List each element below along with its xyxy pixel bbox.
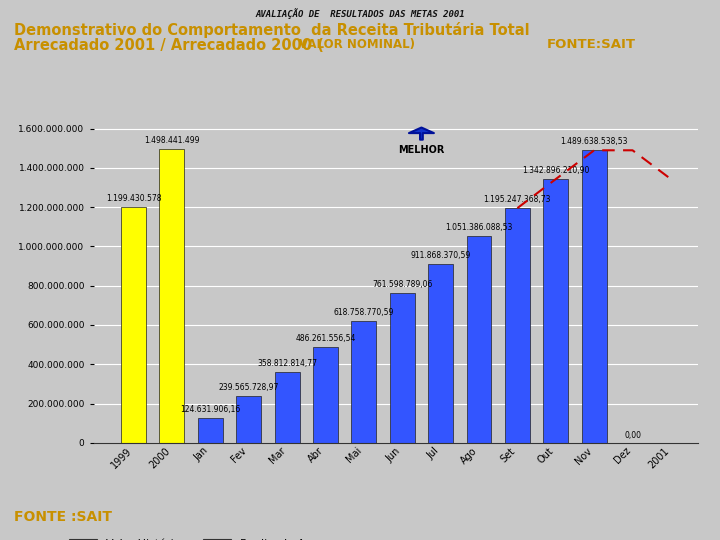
- Bar: [351, 321, 377, 443]
- Text: AVALIAÇÃO DE  RESULTADOS DAS METAS 2001: AVALIAÇÃO DE RESULTADOS DAS METAS 2001: [255, 8, 465, 19]
- Text: 239.565.728,97: 239.565.728,97: [219, 383, 279, 392]
- Bar: [159, 148, 184, 443]
- Text: FONTE:SAIT: FONTE:SAIT: [547, 38, 636, 51]
- Text: 1.489.638.538,53: 1.489.638.538,53: [560, 137, 628, 146]
- Bar: [313, 347, 338, 443]
- Text: Arrecadado 2001 / Arrecadado 2000 (: Arrecadado 2001 / Arrecadado 2000 (: [14, 38, 329, 53]
- Bar: [198, 418, 222, 443]
- Text: 761.598.789,06: 761.598.789,06: [372, 280, 433, 289]
- Bar: [544, 179, 568, 443]
- Text: FONTE :SAIT: FONTE :SAIT: [14, 510, 112, 524]
- Bar: [582, 150, 607, 443]
- Text: 1.342.896.210,90: 1.342.896.210,90: [522, 166, 590, 175]
- Bar: [428, 264, 453, 443]
- Bar: [236, 396, 261, 443]
- Bar: [274, 373, 300, 443]
- Text: 1.199.430.578: 1.199.430.578: [106, 194, 161, 204]
- Bar: [390, 293, 415, 443]
- Text: VALOR NOMINAL): VALOR NOMINAL): [299, 38, 415, 51]
- Text: 1.051.386.088,53: 1.051.386.088,53: [445, 224, 513, 232]
- Bar: [121, 207, 146, 443]
- Text: 0,00: 0,00: [624, 431, 641, 440]
- Text: 1.498.441.499: 1.498.441.499: [144, 136, 199, 145]
- Text: 911.868.370,59: 911.868.370,59: [410, 251, 471, 260]
- Bar: [505, 208, 530, 443]
- Text: 1.195.247.368,73: 1.195.247.368,73: [484, 195, 551, 204]
- Text: 358.812.814,77: 358.812.814,77: [257, 360, 317, 368]
- Bar: [467, 237, 492, 443]
- Text: 486.261.556,54: 486.261.556,54: [295, 334, 356, 343]
- Legend: Valor Histórico, Realizado Acum., Arrec 2000 (nominal: Valor Histórico, Realizado Acum., Arrec …: [69, 539, 499, 540]
- Text: 618.758.770,59: 618.758.770,59: [333, 308, 394, 318]
- Text: MELHOR: MELHOR: [398, 145, 445, 156]
- Text: 124.631.906,16: 124.631.906,16: [180, 406, 240, 414]
- Text: Demonstrativo do Comportamento  da Receita Tributária Total: Demonstrativo do Comportamento da Receit…: [14, 22, 530, 38]
